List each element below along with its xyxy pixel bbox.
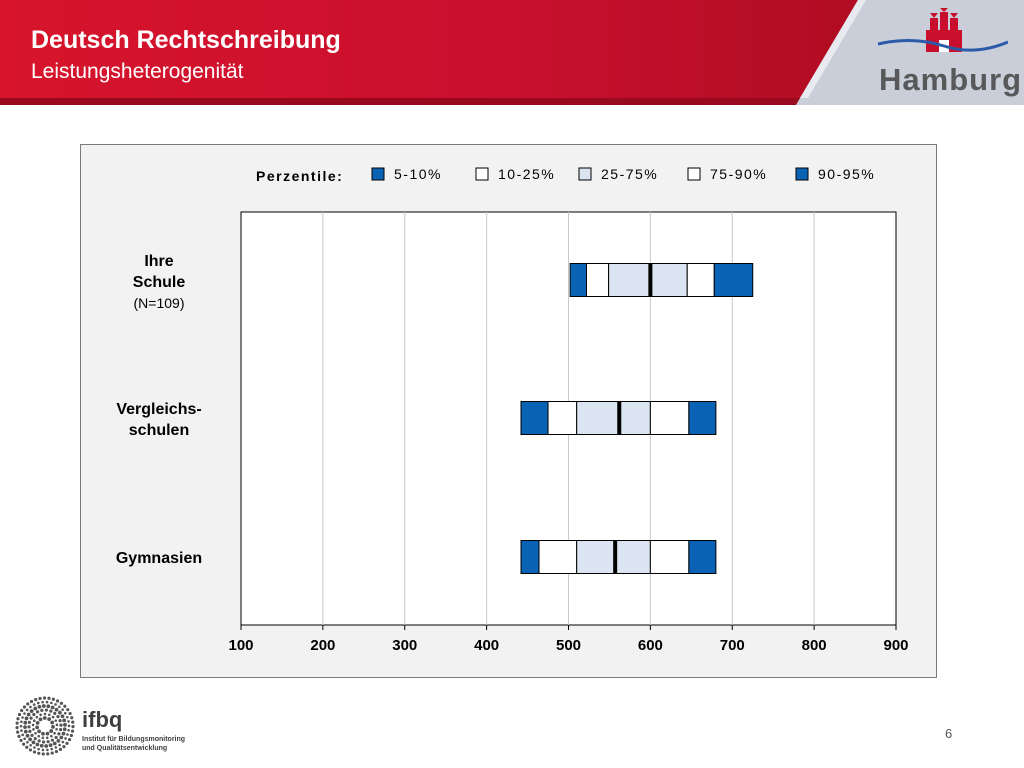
x-tick-label: 400 — [474, 637, 499, 654]
x-tick-label: 700 — [720, 637, 745, 654]
percentile-segment — [686, 263, 715, 297]
x-tick-label: 300 — [392, 637, 417, 654]
legend-label: 25-75% — [601, 166, 658, 182]
hamburg-castle-icon — [878, 8, 1008, 52]
header-banner — [0, 0, 1024, 105]
ifbq-logo-subtext: Institut für Bildungsmonitoring und Qual… — [82, 736, 186, 752]
percentile-segment — [688, 540, 717, 574]
legend-label: 5-10% — [394, 166, 442, 182]
legend-swatch — [371, 167, 385, 181]
slide-title: Deutsch Rechtschreibung — [31, 26, 341, 54]
slide-subtitle: Leistungsheterogenität — [31, 60, 244, 83]
percentile-chart: 100 200 300 400 500 600 700 800 900 Perzentile: 5-… — [228, 166, 908, 654]
legend-label: 90-95% — [818, 166, 875, 182]
percentile-segment — [569, 263, 588, 297]
percentile-segment — [649, 540, 690, 574]
percentile-segment — [547, 401, 578, 435]
x-tick-label: 200 — [310, 637, 335, 654]
x-tick-label: 500 — [556, 637, 581, 654]
legend-label: 10-25% — [498, 166, 555, 182]
percentile-segment — [538, 540, 578, 574]
x-tick-label: 100 — [228, 637, 253, 654]
page-number: 6 — [945, 726, 953, 741]
chart-frame: 100 200 300 400 500 600 700 800 900 Perzentile: 5-… — [80, 144, 937, 678]
percentile-segment — [688, 401, 717, 435]
x-tick-label: 600 — [638, 637, 663, 654]
percentile-segment — [520, 401, 549, 435]
category-label-1: Vergleichs- schulen — [116, 401, 202, 439]
legend-swatch — [687, 167, 701, 181]
ifbq-logo-text: ifbq — [82, 707, 123, 732]
percentile-segment — [586, 263, 610, 297]
ifbq-logo-icon — [15, 696, 75, 756]
legend-swatch — [475, 167, 489, 181]
percentile-segment — [520, 540, 540, 574]
legend-swatch — [795, 167, 809, 181]
legend-title: Perzentile: — [256, 168, 343, 184]
category-label-0: Ihre Schule (N=109) — [132, 253, 186, 311]
percentile-segment — [713, 263, 754, 297]
percentile-segment — [608, 263, 688, 297]
legend-swatch — [578, 167, 592, 181]
x-tick-label: 800 — [802, 637, 827, 654]
hamburg-logo-text: Hamburg — [879, 62, 1023, 97]
x-tick-label: 900 — [883, 637, 908, 654]
percentile-segment — [649, 401, 690, 435]
legend-label: 75-90% — [710, 166, 767, 182]
category-label-2: Gymnasien — [115, 550, 203, 567]
percentile-segment — [576, 401, 651, 435]
